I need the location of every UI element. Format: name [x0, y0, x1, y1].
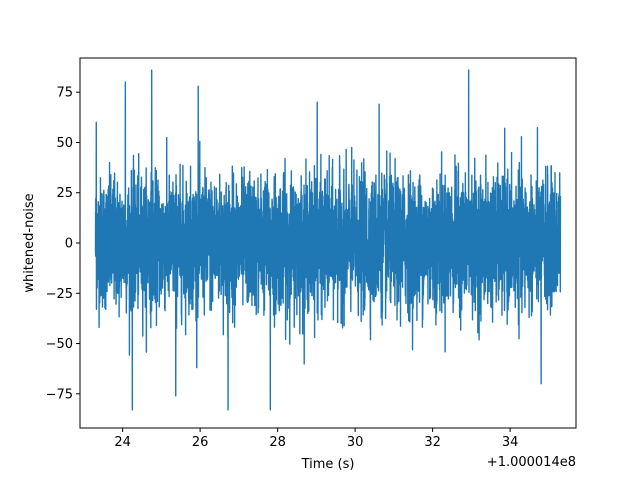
y-tick-label: −50 [46, 337, 73, 352]
y-tick-label: −75 [46, 387, 73, 402]
y-tick-label: 0 [65, 237, 73, 252]
y-tick-label: 75 [56, 86, 73, 101]
x-tick-label: 32 [424, 435, 441, 450]
x-tick-label: 34 [502, 435, 519, 450]
x-offset-label: +1.000014e8 [487, 455, 576, 470]
series-line-whitened-noise [94, 69, 562, 411]
y-axis: −75 −50 −25 0 25 50 75 [46, 86, 80, 402]
x-tick-label: 30 [347, 435, 364, 450]
x-axis: 24 26 28 30 32 34 [114, 428, 518, 450]
y-tick-label: 25 [56, 186, 73, 201]
x-tick-label: 24 [114, 435, 131, 450]
y-axis-label: whitened-noise [22, 193, 37, 292]
y-tick-label: 50 [56, 136, 73, 151]
x-axis-label: Time (s) [301, 457, 355, 472]
x-tick-label: 28 [269, 435, 286, 450]
x-tick-label: 26 [192, 435, 209, 450]
y-tick-label: −25 [46, 287, 73, 302]
